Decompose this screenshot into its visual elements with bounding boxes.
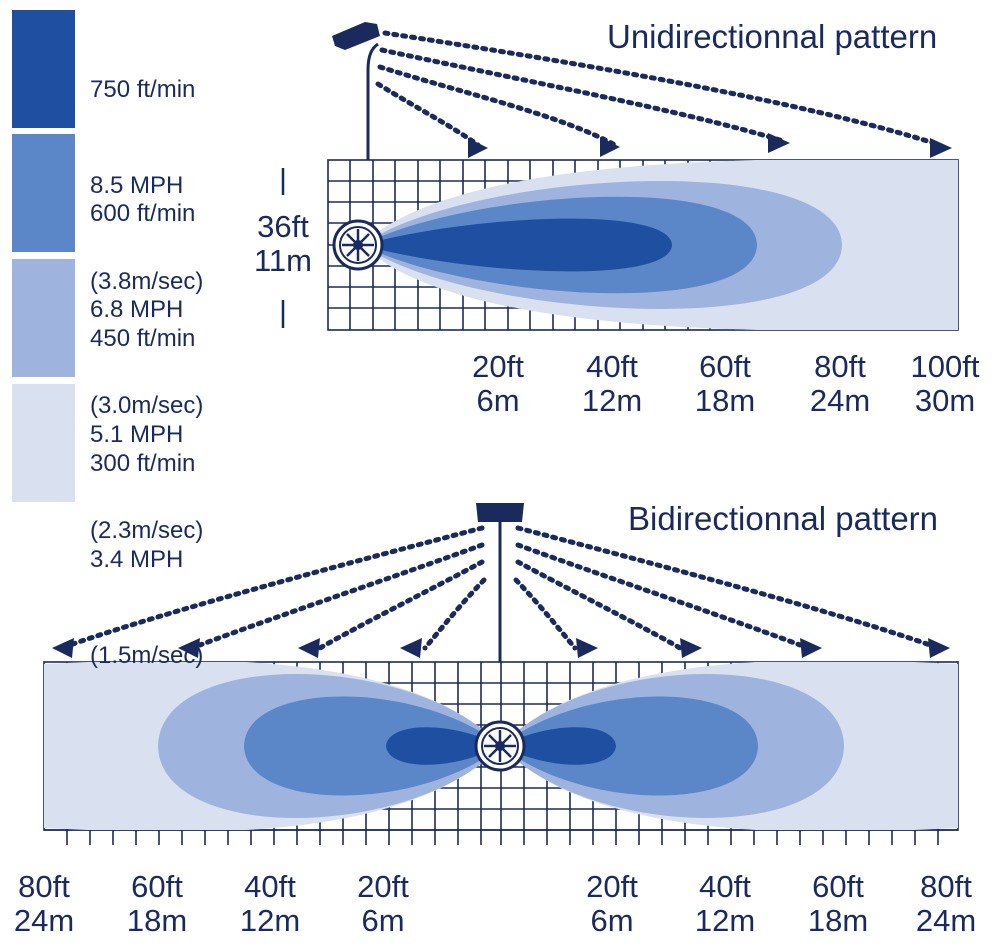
bidirectional-diagram <box>43 503 959 845</box>
bottom-left-distance-20: 20ft 6m <box>357 869 409 938</box>
bottom-left-distance-40: 40ft 12m <box>239 869 301 938</box>
bottom-right-distance-80: 80ft 24m <box>915 869 977 938</box>
legend-label-300: 300 ft/min 3.4 MPH (1.5m/sec) <box>90 450 204 669</box>
legend-swatch-300 <box>12 384 75 502</box>
legend-swatch-750 <box>12 10 75 128</box>
top-distance-20: 20ft 6m <box>472 349 524 418</box>
bottom-fan-icon <box>474 720 526 772</box>
bottom-airflow-arrows <box>67 525 933 651</box>
bottom-mount-icon <box>476 503 524 662</box>
legend-swatch-600 <box>12 134 75 252</box>
bottom-zone-600-right <box>501 696 758 796</box>
top-distance-60: 60ft 18m <box>694 349 756 418</box>
legend-label-450: 450 ft/min 5.1 MPH (2.3m/sec) <box>90 325 204 544</box>
bottom-zone-600-left <box>244 696 501 796</box>
top-distance-80: 80ft 24m <box>809 349 871 418</box>
top-width-label: 36ft 11m <box>253 209 312 278</box>
legend-swatch-450 <box>12 259 75 377</box>
bottom-right-distance-60: 60ft 18m <box>807 869 869 938</box>
bottom-right-distance-20: 20ft 6m <box>586 869 638 938</box>
top-mount-icon <box>332 22 380 160</box>
unidirectional-diagram <box>281 22 959 331</box>
top-distance-100: 100ft 30m <box>910 349 980 418</box>
unidirectional-title: Unidirectionnal pattern <box>607 18 938 55</box>
top-fan-icon <box>332 219 384 271</box>
legend-label-600: 600 ft/min 6.8 MPH (3.0m/sec) <box>90 200 204 419</box>
top-zone-750 <box>362 218 672 272</box>
legend-label-750: 750 ft/min 8.5 MPH (3.8m/sec) <box>90 76 204 295</box>
bottom-left-distance-80: 80ft 24m <box>13 869 75 938</box>
top-distance-40: 40ft 12m <box>581 349 643 418</box>
top-arrow-heads <box>468 133 952 158</box>
bottom-arrow-heads <box>52 638 950 658</box>
bidirectional-title: Bidirectionnal pattern <box>628 500 939 537</box>
bottom-left-distance-60: 60ft 18m <box>126 869 188 938</box>
bottom-zone-750-right <box>501 727 616 765</box>
bottom-right-distance-40: 40ft 12m <box>694 869 756 938</box>
bottom-zone-750-left <box>386 727 501 765</box>
